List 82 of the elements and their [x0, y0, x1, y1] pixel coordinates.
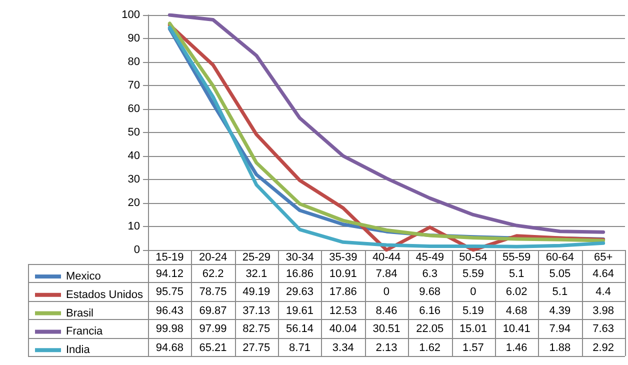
data-label: 4.68: [504, 304, 528, 319]
data-label: 6.3: [421, 267, 438, 282]
x-tick-label: 45-49: [416, 252, 444, 264]
y-tick-label: 40: [128, 150, 140, 162]
y-tick-label: 0: [134, 244, 140, 256]
data-label: 10.91: [328, 267, 358, 282]
x-tick-label: 30-34: [286, 252, 314, 264]
data-label: 32.1: [244, 267, 268, 282]
data-label: 27.75: [242, 340, 272, 356]
y-tick-label: 60: [128, 103, 140, 115]
data-label: 37.13: [242, 304, 272, 319]
data-label: 3.34: [331, 340, 355, 356]
y-tick-label: 90: [128, 32, 140, 44]
legend-label: Estados Unidos: [66, 288, 144, 301]
data-label: 49.19: [242, 285, 272, 300]
y-tick-label: 80: [128, 56, 140, 68]
y-tick-label: 50: [128, 126, 140, 138]
data-label: 9.68: [418, 285, 442, 300]
data-label: 94.12: [154, 267, 184, 282]
x-tick-label: 40-44: [372, 252, 401, 264]
data-label: 8.46: [374, 304, 398, 319]
x-tick-label: 60-64: [546, 252, 574, 264]
data-label: 6.16: [418, 304, 442, 319]
y-tick-label: 30: [128, 174, 140, 186]
x-tick-label: 55-59: [502, 252, 531, 264]
y-tick-label: 100: [122, 9, 140, 21]
data-label: 22.05: [415, 322, 445, 338]
data-label: 99.98: [154, 322, 184, 338]
data-label: 2.92: [592, 340, 616, 356]
data-label: 56.14: [284, 322, 315, 338]
data-label: 1.46: [504, 340, 528, 356]
data-label: 2.13: [374, 340, 398, 356]
data-label: 1.62: [418, 340, 442, 356]
data-label: 5.1: [551, 285, 569, 300]
data-label: 17.86: [328, 285, 358, 300]
data-label: 7.84: [374, 267, 398, 282]
legend-label: India: [66, 344, 91, 356]
x-tick-label: 15-19: [156, 252, 184, 264]
data-label: 6.02: [504, 285, 528, 300]
x-tick-label: 35-39: [329, 252, 358, 264]
legend-label: Brasil: [66, 307, 94, 320]
data-label: 7.94: [548, 322, 572, 338]
data-label: 10.41: [502, 322, 532, 338]
data-label: 0: [382, 285, 391, 300]
data-label: 94.68: [154, 340, 184, 356]
data-label: 30.51: [372, 322, 402, 338]
data-label: 1.88: [548, 340, 572, 356]
x-tick-label: 50-54: [459, 252, 488, 264]
y-tick-label: 20: [128, 197, 140, 209]
data-label: 3.98: [592, 304, 616, 319]
data-label: 16.86: [284, 267, 315, 282]
data-label: 96.43: [154, 304, 184, 319]
data-label: 69.87: [198, 304, 228, 319]
data-label: 5.59: [462, 267, 485, 282]
data-label: 4.4: [594, 285, 612, 300]
data-label: 5.05: [548, 267, 572, 282]
data-label: 19.61: [284, 304, 315, 319]
x-tick-label: 65+: [594, 252, 613, 264]
data-label: 4.64: [592, 267, 616, 282]
legend-label: Mexico: [66, 270, 101, 282]
y-tick-label: 10: [128, 220, 140, 232]
x-tick-label: 20-24: [198, 252, 228, 264]
data-label: 97.99: [198, 322, 228, 338]
x-tick-label: 25-29: [242, 252, 270, 264]
data-label: 8.71: [288, 340, 312, 356]
data-label: 5.1: [508, 267, 526, 282]
data-label: 65.21: [198, 340, 228, 356]
data-label: 78.75: [198, 285, 228, 300]
data-label: 4.39: [548, 304, 572, 319]
data-label: 5.19: [462, 304, 485, 319]
data-label: 12.53: [328, 304, 358, 319]
y-tick-label: 70: [128, 80, 140, 92]
data-label: 7.63: [592, 322, 616, 338]
data-label: 15.01: [458, 322, 488, 338]
data-label: 62.2: [201, 267, 225, 282]
legend-label: Francia: [66, 326, 104, 338]
data-label: 95.75: [154, 285, 184, 300]
data-label: 1.57: [462, 340, 485, 356]
data-label: 82.75: [242, 322, 272, 338]
data-label: 29.63: [284, 285, 315, 300]
data-label: 0: [469, 285, 478, 300]
data-label: 40.04: [328, 322, 358, 338]
